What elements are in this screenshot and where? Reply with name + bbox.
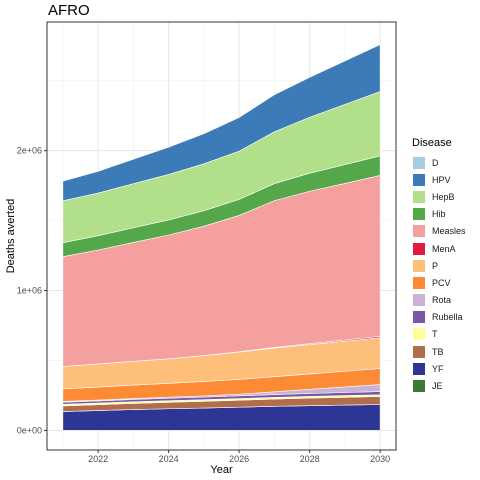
legend-label: HPV: [432, 174, 451, 185]
legend-label: Hib: [432, 209, 446, 220]
legend-label: Rubella: [432, 312, 463, 323]
legend-title: Disease: [412, 137, 452, 149]
y-tick-label: 2e+06: [17, 146, 42, 156]
legend-swatch: [412, 241, 426, 256]
legend-item-d: D: [412, 154, 466, 171]
legend-item-tb: TB: [412, 343, 466, 360]
legend-items: D HPV HepB Hib Measles MenA P PCV Rota Rubella T TB…: [412, 154, 466, 395]
legend-label: D: [432, 157, 439, 168]
legend-swatch: [412, 361, 426, 376]
legend-swatch: [412, 258, 426, 273]
legend-item-hepb: HepB: [412, 188, 466, 205]
legend-swatch: [412, 207, 426, 222]
legend-swatch: [412, 275, 426, 290]
legend-item-rota: Rota: [412, 292, 466, 309]
legend-swatch: [412, 224, 426, 239]
axis-layer: 2022 2024 2026 2028 2030 0e+00 1e+06 2e+06: [17, 146, 390, 464]
x-tick-label: 2028: [300, 454, 320, 464]
x-tick-label: 2026: [229, 454, 249, 464]
legend-item-rubella: Rubella: [412, 309, 466, 326]
area-layer: [62, 44, 381, 431]
legend-swatch: [412, 327, 426, 342]
legend-swatch: [412, 155, 426, 170]
y-tick-label: 1e+06: [17, 286, 42, 296]
x-tick-label: 2024: [159, 454, 179, 464]
legend-label: Rota: [432, 295, 452, 306]
legend-item-je: JE: [412, 377, 466, 394]
legend-label: YF: [432, 363, 444, 374]
legend-label: T: [432, 329, 438, 340]
legend-item-pcv: PCV: [412, 274, 466, 291]
legend-label: PCV: [432, 277, 451, 288]
legend-label: P: [432, 260, 439, 271]
legend-label: JE: [432, 381, 443, 392]
legend-swatch: [412, 344, 426, 359]
legend-item-measles: Measles: [412, 223, 466, 240]
legend-label: MenA: [432, 243, 456, 254]
legend-item-p: P: [412, 257, 466, 274]
y-tick-label: 0e+00: [17, 425, 42, 435]
legend-label: Measles: [432, 226, 466, 237]
legend-item-t: T: [412, 326, 466, 343]
legend-swatch: [412, 310, 426, 325]
y-axis-title: Deaths averted: [5, 199, 17, 274]
chart-title: AFRO: [48, 2, 90, 19]
legend-item-yf: YF: [412, 360, 466, 377]
area-hpv: [62, 44, 381, 202]
legend-swatch: [412, 379, 426, 394]
legend-swatch: [412, 189, 426, 204]
legend-item-hpv: HPV: [412, 171, 466, 188]
legend-swatch: [412, 293, 426, 308]
x-tick-label: 2030: [370, 454, 390, 464]
legend-label: TB: [432, 346, 444, 357]
x-axis-title: Year: [210, 464, 233, 476]
legend-item-hib: Hib: [412, 206, 466, 223]
plot-panel-border: [46, 21, 397, 451]
legend: Disease D HPV HepB Hib Measles MenA P PCV Rota Ru…: [412, 137, 466, 395]
legend-label: HepB: [432, 191, 455, 202]
x-tick-label: 2022: [88, 454, 108, 464]
legend-swatch: [412, 172, 426, 187]
legend-item-mena: MenA: [412, 240, 466, 257]
